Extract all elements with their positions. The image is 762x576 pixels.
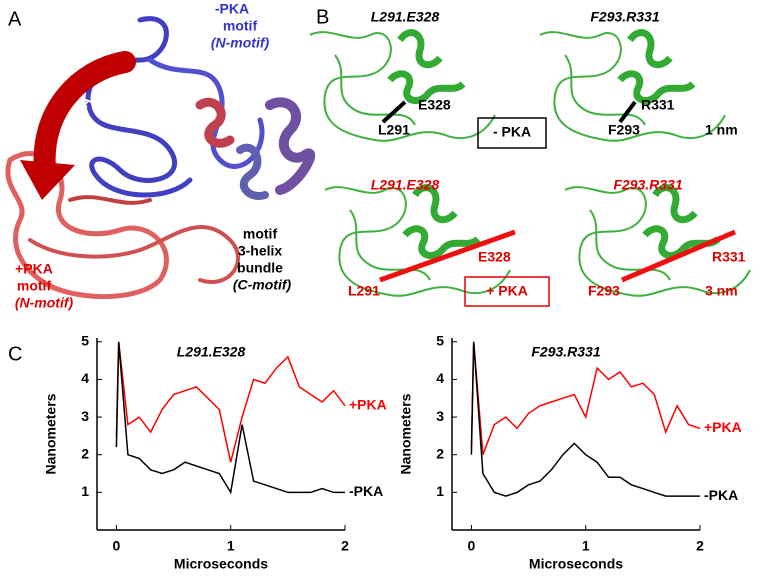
protein-structure-a [5, 16, 316, 299]
ribbon [564, 186, 751, 297]
series-label: +PKA [704, 419, 742, 435]
x-axis-label: Microseconds [529, 556, 623, 572]
state-label: - PKA [493, 124, 531, 140]
helix [617, 29, 696, 105]
plus-label: motif [17, 278, 52, 294]
distance-line [379, 229, 516, 283]
state-box [477, 117, 547, 149]
residue-label: L291 [348, 283, 380, 299]
y-tick-label: 5 [436, 332, 444, 348]
plus-label: (N-motif) [15, 295, 74, 311]
structure-title: L291.E328 [371, 177, 440, 193]
ribbon [309, 31, 496, 142]
protein-structures-b [309, 29, 751, 297]
structure-title: F293.R331 [613, 177, 682, 193]
y-tick-label: 3 [81, 408, 89, 424]
residue-label: F293 [608, 122, 640, 138]
plus-label: +PKA [15, 261, 53, 277]
state-box [464, 276, 550, 307]
distance-line [618, 100, 637, 124]
distance-label: 3 nm [705, 283, 738, 299]
helix [387, 29, 466, 105]
series-label: +PKA [349, 396, 387, 412]
x-tick-label: 0 [113, 538, 121, 554]
y-tick-label: 4 [81, 370, 89, 386]
y-tick-label: 5 [81, 332, 89, 348]
y-tick-label: 1 [436, 483, 444, 499]
x-tick-label: 2 [696, 538, 704, 554]
data-line [115, 341, 346, 463]
y-tick-label: 3 [436, 408, 444, 424]
c-label: 3-helix [238, 243, 283, 259]
y-tick-label: 2 [81, 445, 89, 461]
distance-label: 1 nm [705, 122, 738, 138]
c-label: bundle [237, 260, 283, 276]
x-axis-label: Microseconds [174, 556, 268, 572]
y-tick-label: 4 [436, 370, 444, 386]
y-tick-label: 2 [436, 445, 444, 461]
series-label: -PKA [349, 483, 383, 499]
structure-title: F293.R331 [590, 9, 659, 25]
residue-label: F293 [588, 283, 620, 299]
c-label: motif [243, 226, 278, 242]
residue-label: L291 [378, 122, 410, 138]
residue-label: E328 [478, 249, 511, 265]
residue-label: R331 [712, 249, 746, 265]
structure-title: L291.E328 [371, 9, 440, 25]
panel-letter: A [8, 8, 22, 30]
minus-label: -PKA [215, 1, 249, 17]
series-label: -PKA [704, 487, 738, 503]
chart-title: L291.E328 [177, 344, 246, 360]
y-axis-label: Nanometers [398, 393, 414, 474]
state-label: + PKA [486, 283, 528, 299]
panel-letter: B [316, 6, 329, 28]
minus-label: (N-motif) [211, 35, 270, 51]
data-line [470, 341, 700, 497]
panel-letter: C [8, 343, 22, 365]
residue-label: R331 [641, 97, 675, 113]
residue-label: E328 [418, 97, 451, 113]
y-tick-label: 1 [81, 483, 89, 499]
helix [402, 184, 481, 260]
x-tick-label: 1 [582, 538, 590, 554]
y-axis-label: Nanometers [43, 393, 59, 474]
x-tick-label: 1 [227, 538, 235, 554]
ribbon [324, 186, 511, 297]
minus-label: motif [223, 18, 258, 34]
x-tick-label: 0 [468, 538, 476, 554]
ribbon [539, 31, 726, 142]
helix [642, 184, 721, 260]
distance-line [621, 229, 736, 283]
x-tick-label: 2 [341, 538, 349, 554]
c-label: (C-motif) [233, 277, 292, 293]
distance-line [381, 100, 407, 124]
data-line [115, 341, 345, 495]
chart-title: F293.R331 [531, 344, 600, 360]
data-line [470, 341, 701, 455]
